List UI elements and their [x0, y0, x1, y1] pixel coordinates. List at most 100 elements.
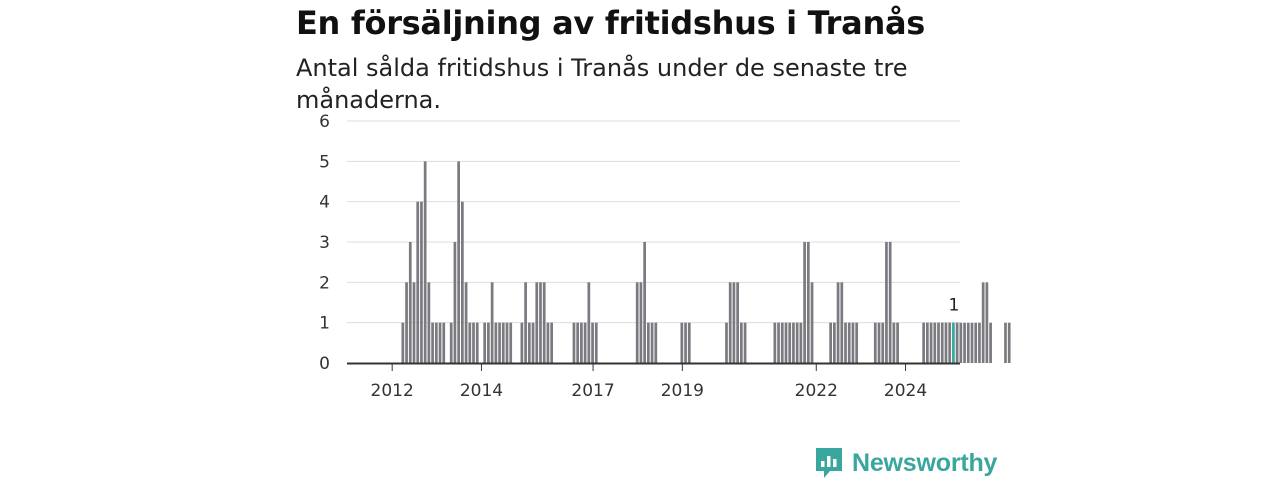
- bar: [408, 242, 412, 363]
- highlight-value-label: 1: [948, 296, 959, 316]
- bar: [576, 322, 580, 363]
- bar: [654, 322, 658, 363]
- bar: [539, 282, 542, 363]
- bar: [423, 161, 427, 363]
- bar: [892, 322, 896, 363]
- gridlines: [347, 120, 960, 324]
- bar: [806, 242, 810, 363]
- bar: [985, 282, 989, 363]
- bar: [427, 282, 431, 363]
- bar: [520, 322, 524, 363]
- bar: [940, 322, 944, 363]
- bar: [420, 201, 423, 363]
- bar: [542, 282, 546, 363]
- bar: [647, 322, 650, 363]
- bar: [792, 322, 795, 363]
- bar: [431, 322, 434, 363]
- bar: [684, 322, 687, 363]
- y-tick-label: 4: [319, 193, 330, 213]
- y-tick-label: 6: [319, 112, 330, 132]
- bar: [732, 282, 736, 363]
- x-tick-label: 2014: [460, 381, 503, 401]
- bar: [933, 322, 937, 363]
- bar: [963, 322, 966, 363]
- bar: [966, 322, 970, 363]
- bar: [487, 322, 490, 363]
- bar: [725, 322, 728, 363]
- bar: [944, 322, 948, 363]
- bar: [639, 282, 643, 363]
- bar: [524, 282, 527, 363]
- bar: [405, 282, 408, 363]
- bar: [888, 242, 892, 363]
- bar: [948, 322, 952, 363]
- newsworthy-logo-icon: [816, 448, 842, 478]
- y-tick-label: 5: [319, 152, 330, 172]
- bar: [922, 322, 925, 363]
- bar: [974, 322, 978, 363]
- bar: [955, 322, 959, 363]
- bar: [836, 282, 840, 363]
- bar: [464, 282, 468, 363]
- brand-name: Newsworthy: [852, 448, 998, 477]
- bar: [509, 322, 513, 363]
- bar: [583, 322, 587, 363]
- bar: [844, 322, 847, 363]
- bar: [829, 322, 832, 363]
- x-tick-label: 2017: [571, 381, 614, 401]
- bar: [740, 322, 743, 363]
- y-tick-label: 3: [319, 233, 330, 253]
- data-labels: 1: [948, 296, 959, 316]
- y-tick-label: 1: [319, 314, 330, 334]
- bar: [851, 322, 855, 363]
- bar: [881, 322, 885, 363]
- bar: [501, 322, 505, 363]
- x-axis-ticks: 2012 2014 2017 2019 2022 2024: [371, 364, 927, 401]
- bar: [788, 322, 792, 363]
- bar: [468, 322, 472, 363]
- bar: [594, 322, 598, 363]
- bar: [580, 322, 583, 363]
- bar: [873, 322, 877, 363]
- bar: [929, 322, 933, 363]
- bar: [1007, 322, 1011, 363]
- bar: [498, 322, 501, 363]
- y-tick-label: 2: [319, 273, 330, 293]
- bar: [434, 322, 438, 363]
- bar: [680, 322, 684, 363]
- bar: [743, 322, 747, 363]
- bar: [847, 322, 851, 363]
- newsworthy-logo: Newsworthy: [814, 446, 997, 480]
- bar: [728, 282, 732, 363]
- bar: [784, 322, 788, 363]
- bar: [531, 322, 535, 363]
- bar: [412, 282, 416, 363]
- chart-title: En försäljning av fritidshus i Tranås: [296, 4, 925, 42]
- bars: [401, 161, 1011, 363]
- x-tick-label: 2019: [661, 381, 704, 401]
- x-tick-label: 2022: [795, 381, 838, 401]
- bar: [736, 282, 739, 363]
- bar: [643, 242, 646, 363]
- bar: [799, 322, 803, 363]
- highlight-bar: [952, 322, 955, 363]
- bar: [505, 322, 509, 363]
- bar: [687, 322, 691, 363]
- bar: [795, 322, 799, 363]
- bar: [855, 322, 859, 363]
- bar: [885, 242, 888, 363]
- bar: [773, 322, 777, 363]
- bar: [591, 322, 594, 363]
- bar: [877, 322, 881, 363]
- bar: [833, 322, 836, 363]
- bar: [989, 322, 992, 363]
- bar: [937, 322, 940, 363]
- bar: [535, 282, 539, 363]
- bar: [650, 322, 654, 363]
- bar: [550, 322, 553, 363]
- x-tick-label: 2012: [371, 381, 414, 401]
- bar: [494, 322, 498, 363]
- bar: [587, 282, 591, 363]
- bar: [438, 322, 442, 363]
